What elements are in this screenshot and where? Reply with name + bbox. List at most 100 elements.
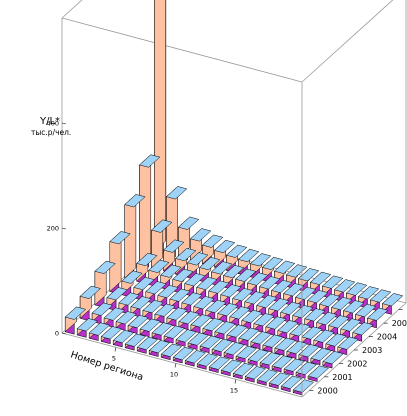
bar (220, 359, 242, 377)
bar-top-face (184, 350, 206, 364)
bar-top-face (220, 284, 242, 298)
bar-top-face (103, 307, 125, 321)
bar (88, 322, 110, 341)
bar (121, 270, 143, 298)
bar-top-face (262, 334, 284, 348)
bar-top-face (151, 219, 173, 233)
bar (223, 342, 245, 360)
bar-top-face (211, 261, 233, 275)
bar-top-face (115, 311, 137, 325)
bar-top-face (244, 291, 266, 305)
bar-top-face (124, 194, 146, 208)
bar (142, 299, 164, 321)
bar-top-face (160, 264, 182, 278)
bar-top-face (133, 276, 155, 291)
bar (184, 350, 206, 367)
x-tick-label: 15 (230, 386, 238, 394)
bar-top-face (118, 292, 140, 306)
bar (256, 369, 278, 386)
bar (271, 355, 293, 373)
bar-top-face (163, 239, 185, 253)
bar-top-face (94, 260, 116, 274)
bar-top-face (196, 353, 218, 367)
bar (220, 284, 242, 307)
box-edge (301, 0, 394, 83)
bar (217, 303, 239, 323)
x-tick (114, 347, 117, 352)
bar-top-face (139, 154, 161, 168)
bar (187, 332, 209, 350)
bar-side-face (154, 0, 166, 252)
bar-top-face (217, 303, 239, 317)
y-tick-label: 2003 (362, 346, 382, 355)
bar (355, 303, 377, 325)
bar (76, 318, 98, 338)
bar-top-face (127, 314, 149, 329)
bars-group (64, 0, 404, 396)
bar-top-face (208, 356, 230, 370)
bar-top-face (190, 228, 212, 242)
bar (127, 314, 149, 334)
bar-top-face (352, 322, 374, 336)
bar-top-face (193, 296, 215, 310)
x-tick-label: 10 (170, 370, 178, 378)
bar-top-face (268, 298, 290, 312)
bar-top-face (328, 315, 350, 329)
bar-top-face (64, 306, 86, 320)
y-tick-label: 2005 (392, 319, 407, 328)
z-tick-label: 400 (47, 120, 59, 128)
bar-top-face (208, 280, 230, 294)
bar-top-face (331, 296, 353, 311)
bar-top-face (109, 231, 131, 245)
bar-top-face (277, 320, 299, 334)
bar-top-face (148, 340, 170, 354)
bar-top-face (151, 322, 173, 336)
bar-top-face (139, 318, 161, 332)
z-tick-label: 200 (47, 225, 59, 233)
bar-top-face (370, 289, 392, 303)
bar-top-face (100, 326, 122, 340)
bar-top-face (322, 275, 344, 289)
bar-top-face (262, 256, 284, 271)
bar-top-face (175, 248, 197, 262)
bar-top-face (247, 349, 269, 363)
box-edge (61, 332, 303, 398)
bar (244, 366, 266, 383)
bar-top-face (307, 365, 329, 379)
bar-top-face (214, 239, 236, 254)
bar (310, 347, 332, 366)
bar (250, 331, 272, 350)
bar-top-face (343, 300, 365, 314)
bar-top-face (235, 345, 257, 359)
bar-top-face (298, 344, 320, 358)
bar-top-face (367, 307, 389, 321)
bar (343, 300, 365, 322)
bar-top-face (316, 311, 338, 326)
bar (139, 318, 161, 338)
bar-top-face (289, 323, 311, 337)
y-tick-label: 2000 (317, 386, 337, 395)
bar-top-face (76, 318, 98, 332)
bar-top-face (238, 248, 260, 263)
bar (331, 296, 353, 319)
bar-top-face (172, 268, 194, 282)
bar-top-face (91, 302, 113, 316)
bar (292, 305, 314, 326)
bar (94, 260, 116, 308)
bar-top-face (319, 293, 341, 307)
bar-top-face (112, 329, 134, 344)
bar-top-face (124, 333, 146, 347)
bar-top-face (226, 244, 248, 258)
bar-top-face (283, 283, 305, 297)
bar (172, 346, 194, 364)
bar-top-face (190, 314, 212, 328)
bar (136, 336, 158, 354)
bar-top-face (283, 358, 305, 372)
bar-top-face (250, 331, 272, 345)
bar (289, 323, 311, 343)
bar-top-face (244, 366, 266, 380)
bar (235, 345, 257, 363)
bar (253, 313, 275, 333)
x-tick (174, 363, 177, 368)
bar-top-face (166, 186, 188, 200)
